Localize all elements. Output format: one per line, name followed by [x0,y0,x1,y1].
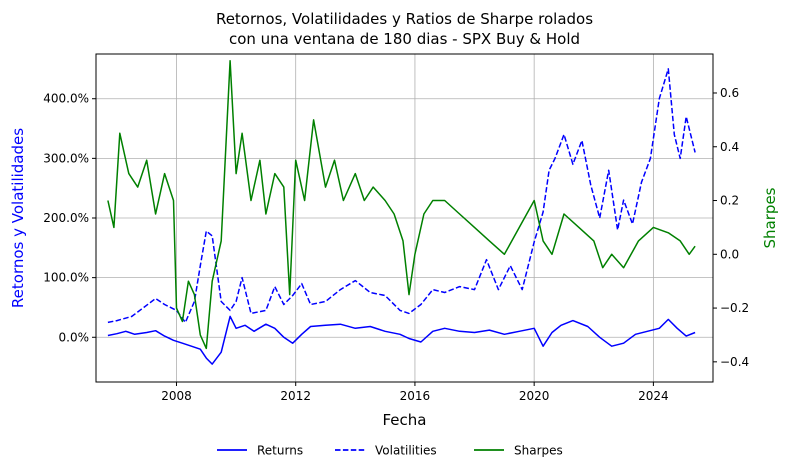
x-tick-label: 2020 [519,389,550,403]
x-axis: 2008 2012 2016 2020 2024 [161,382,669,403]
legend-returns-label: Returns [257,444,303,458]
grid [96,54,713,382]
y-axis-left: 0.0% 100.0% 200.0% 300.0% 400.0% [43,92,96,344]
y-right-tick-label: 0.4 [720,140,739,154]
y-axis-left-label: Retornos y Volatilidades [9,128,27,308]
y-left-tick-label: 0.0% [59,330,90,344]
sharpes-line [107,59,696,350]
y-right-tick-label: 0.0 [720,247,739,261]
x-tick-label: 2024 [638,389,669,403]
plot-lines [107,59,696,365]
legend-returns: Returns [217,444,303,458]
volatilities-line [107,68,696,324]
legend-volatilities-label: Volatilities [375,444,437,458]
legend-sharpes: Sharpes [474,444,563,458]
x-axis-label: Fecha [383,411,427,429]
legend-volatilities: Volatilities [335,444,437,458]
legend-sharpes-label: Sharpes [514,444,563,458]
returns-line [107,315,696,365]
chart-title-line-2: con una ventana de 180 dias - SPX Buy & … [229,30,580,48]
y-right-tick-label: 0.2 [720,194,739,208]
y-right-tick-label: 0.6 [720,86,739,100]
y-axis-right: −0.4 −0.2 0.0 0.2 0.4 0.6 [713,86,749,369]
y-left-tick-label: 100.0% [43,271,89,285]
x-tick-label: 2016 [400,389,431,403]
y-left-tick-label: 300.0% [43,151,89,165]
x-tick-label: 2012 [280,389,311,403]
y-left-tick-label: 200.0% [43,211,89,225]
y-left-tick-label: 400.0% [43,92,89,106]
y-axis-right-label: Sharpes [761,187,779,248]
legend: Returns Volatilities Sharpes [217,444,563,458]
y-right-tick-label: −0.2 [720,301,749,315]
y-right-tick-label: −0.4 [720,355,749,369]
chart-title-line-1: Retornos, Volatilidades y Ratios de Shar… [216,10,593,28]
x-tick-label: 2008 [161,389,192,403]
